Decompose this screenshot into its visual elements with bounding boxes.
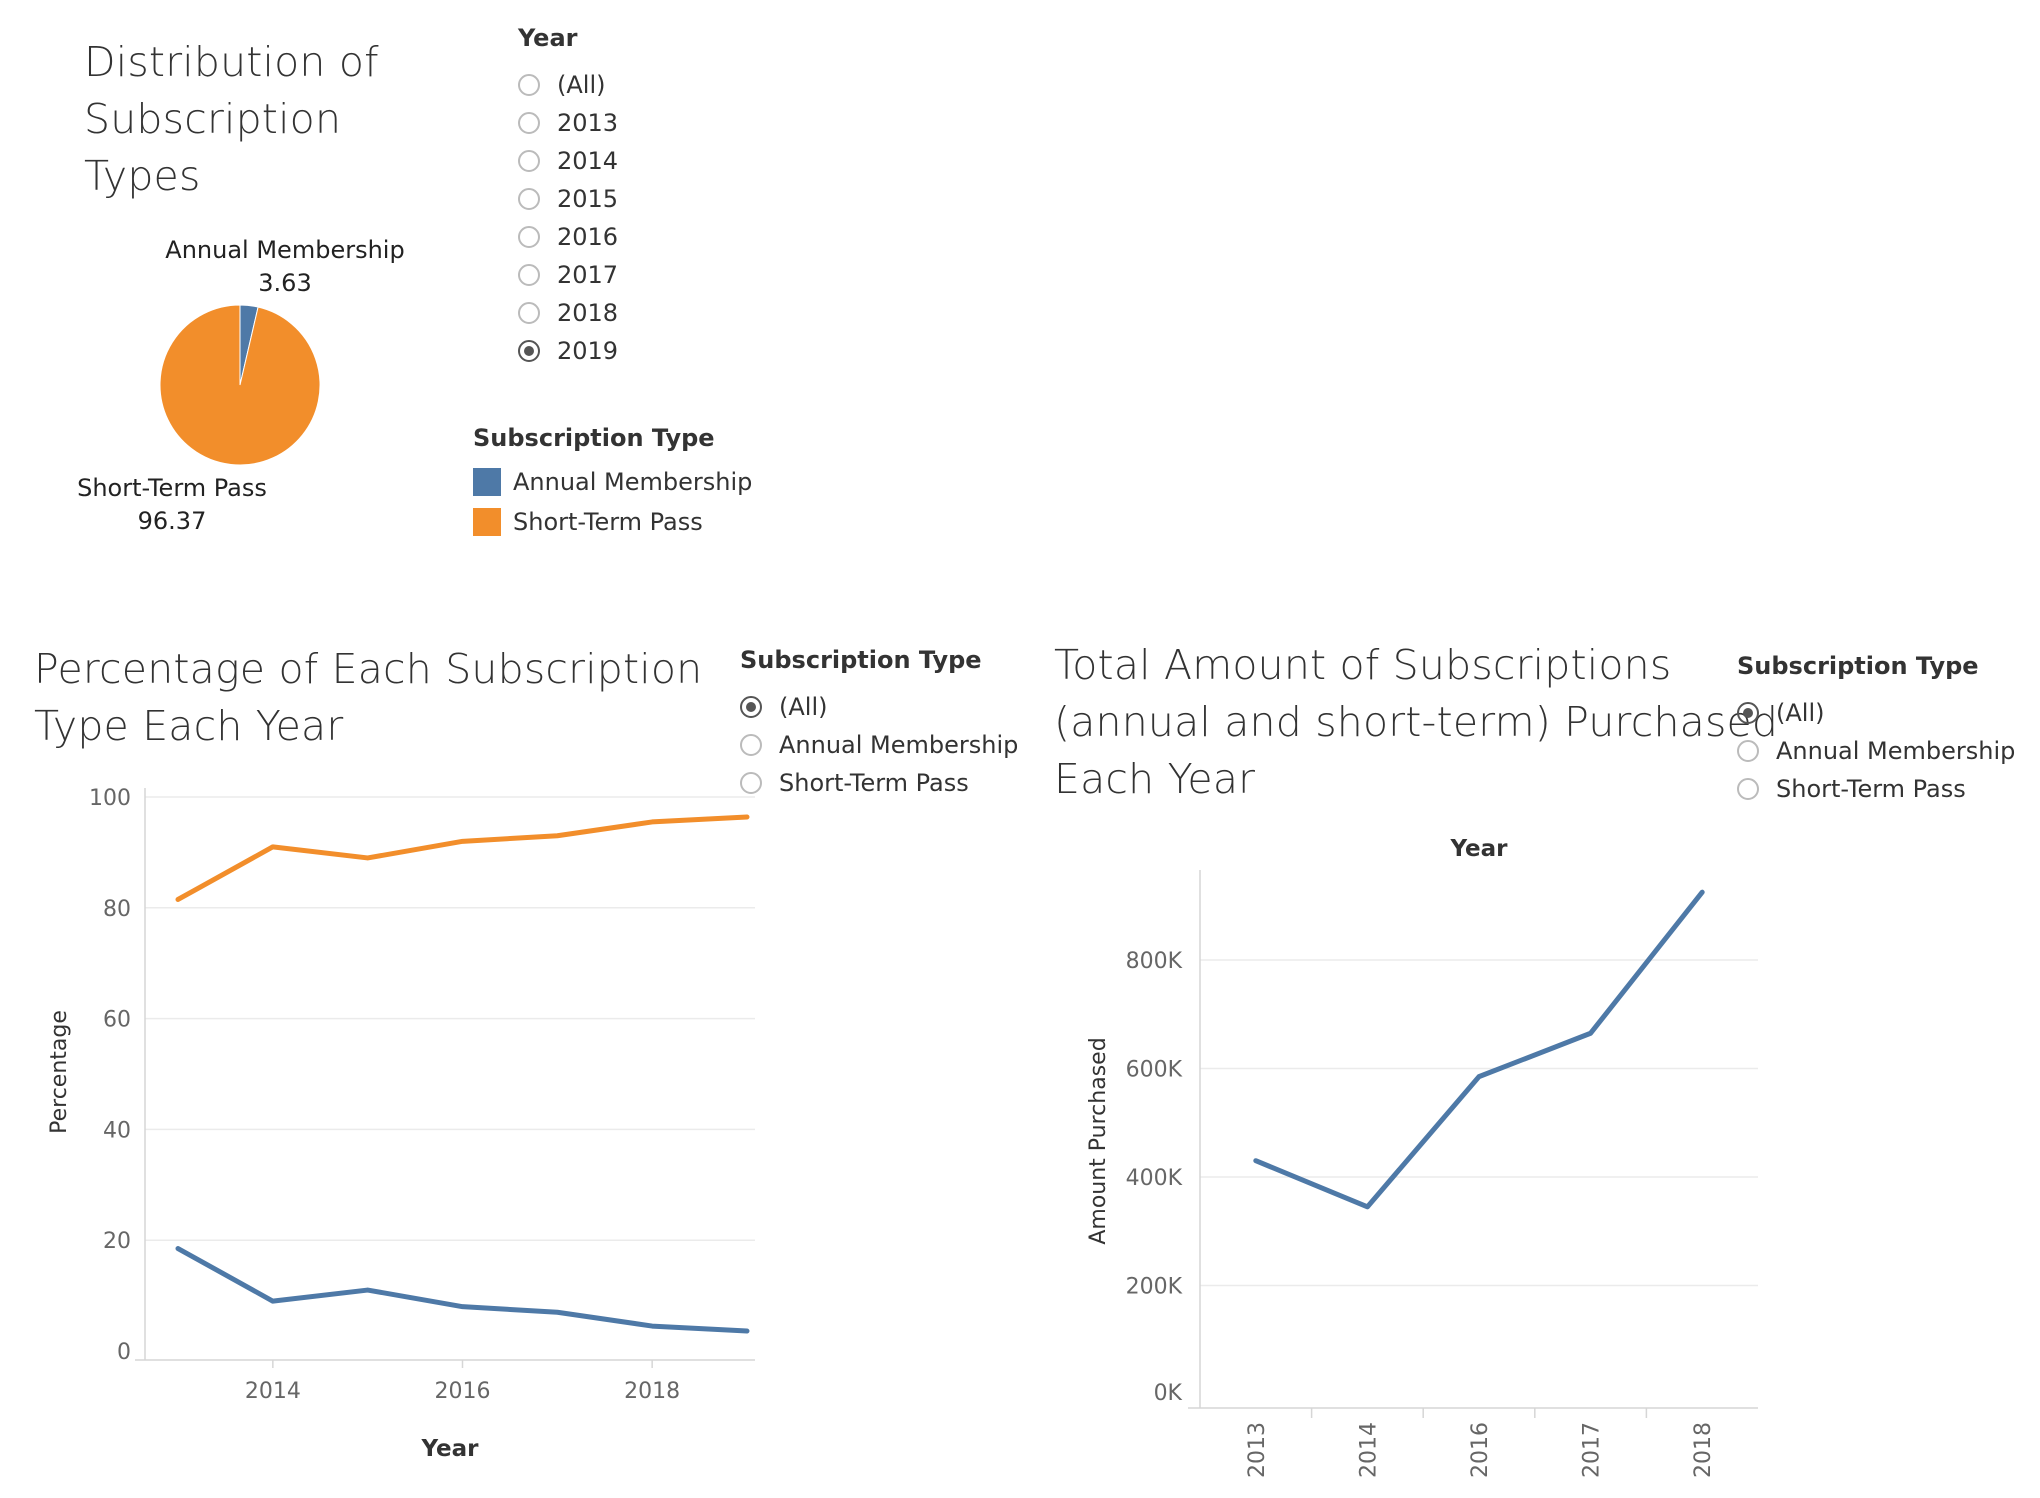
percentage-series-line-short-term-pass[interactable] — [175, 814, 750, 902]
percentage-x-tick-label: 2018 — [624, 1379, 680, 1404]
total-filter-radio[interactable] — [1737, 778, 1759, 800]
total-filter-option-short-term-pass[interactable]: Short-Term Pass — [1737, 770, 2015, 808]
legend-swatch-annual — [473, 468, 501, 496]
year-filter-option-2019[interactable]: 2019 — [518, 332, 618, 370]
year-filter-radio[interactable] — [518, 74, 540, 96]
year-filter-radio[interactable] — [518, 264, 540, 286]
year-filter: Year (All) 2013 2014 2015 2016 2017 2018 2019 — [518, 24, 618, 370]
pie-label-annual-value: 3.63 — [258, 269, 312, 297]
percentage-type-filter: Subscription Type (All) Annual Membership… — [740, 646, 1018, 802]
percentage-filter-option-label: Short-Term Pass — [779, 769, 969, 797]
year-filter-radio[interactable] — [518, 112, 540, 134]
percentage-y-tick-label: 0 — [117, 1340, 131, 1365]
year-filter-option-label: (All) — [557, 71, 606, 99]
percentage-filter-option-label: Annual Membership — [779, 731, 1019, 759]
subscription-type-legend: Subscription Type Annual Membership Shor… — [473, 424, 752, 542]
total-x-tick-label: 2013 — [1245, 1422, 1270, 1478]
year-filter-radio[interactable] — [518, 302, 540, 324]
legend-item-short-term-pass[interactable]: Short-Term Pass — [473, 502, 752, 542]
percentage-filter-title: Subscription Type — [740, 646, 982, 674]
year-filter-radio[interactable] — [518, 150, 540, 172]
total-y-tick-label: 600K — [1126, 1058, 1183, 1083]
total-y-tick-label: 400K — [1126, 1166, 1183, 1191]
total-filter-radio[interactable] — [1737, 740, 1759, 762]
total-x-axis-header: Year — [1449, 836, 1508, 862]
percentage-filter-radio[interactable] — [740, 772, 762, 794]
year-filter-option-label: 2016 — [557, 223, 619, 251]
year-filter-option-label: 2014 — [557, 147, 619, 175]
percentage-x-tick-label: 2014 — [245, 1379, 301, 1404]
total-y-axis-label: Amount Purchased — [1086, 1037, 1111, 1244]
percentage-y-axis-label: Percentage — [47, 1010, 72, 1134]
percentage-series-line-annual-membership[interactable] — [175, 1246, 750, 1334]
year-filter-option-2018[interactable]: 2018 — [518, 294, 618, 332]
pie-slice-short-term-pass[interactable] — [159, 304, 321, 466]
percentage-filter-radio[interactable] — [740, 734, 762, 756]
pie-label-short-name: Short-Term Pass — [77, 474, 267, 502]
percentage-line-chart[interactable]: 0 20 40 60 80 100 2014 2016 2018 Year Percentage — [0, 760, 780, 1480]
total-series-line[interactable] — [1253, 889, 1705, 1210]
year-filter-option-2016[interactable]: 2016 — [518, 218, 618, 256]
year-filter-option-label: 2018 — [557, 299, 619, 327]
percentage-filter-option-short-term-pass[interactable]: Short-Term Pass — [740, 764, 1018, 802]
total-chart-title: Total Amount of Subscriptions (annual an… — [1054, 641, 1779, 803]
pie-chart[interactable] — [150, 295, 330, 475]
total-y-tick-label: 800K — [1126, 949, 1183, 974]
year-filter-title: Year — [518, 24, 578, 52]
year-filter-option-label: 2019 — [557, 337, 619, 365]
total-x-tick-label: 2018 — [1691, 1422, 1716, 1478]
pie-label-annual: Annual Membership 3.63 — [150, 234, 420, 300]
year-filter-option-2014[interactable]: 2014 — [518, 142, 618, 180]
total-filter-option-all[interactable]: (All) — [1737, 694, 2015, 732]
percentage-chart-title: Percentage of Each Subscription Type Eac… — [34, 645, 703, 750]
percentage-y-tick-label: 20 — [103, 1229, 131, 1254]
total-filter-option-label: Short-Term Pass — [1776, 775, 1966, 803]
pie-label-short: Short-Term Pass 96.37 — [62, 472, 282, 538]
percentage-filter-option-all[interactable]: (All) — [740, 688, 1018, 726]
percentage-filter-option-label: (All) — [779, 693, 828, 721]
percentage-x-tick-label: 2016 — [435, 1379, 491, 1404]
pie-label-short-value: 96.37 — [137, 507, 207, 535]
percentage-x-axis-label: Year — [420, 1436, 479, 1462]
total-filter-option-label: Annual Membership — [1776, 737, 2016, 765]
total-y-tick-label: 200K — [1126, 1275, 1183, 1300]
percentage-y-tick-label: 100 — [89, 786, 131, 811]
total-filter-option-label: (All) — [1776, 699, 1825, 727]
percentage-filter-option-annual-membership[interactable]: Annual Membership — [740, 726, 1018, 764]
legend-item-annual-membership[interactable]: Annual Membership — [473, 462, 752, 502]
year-filter-option-2013[interactable]: 2013 — [518, 104, 618, 142]
pie-chart-title: Distribution of Subscription Types — [84, 38, 379, 200]
percentage-y-tick-label: 60 — [103, 1008, 131, 1033]
year-filter-option-2017[interactable]: 2017 — [518, 256, 618, 294]
total-x-tick-label: 2014 — [1356, 1422, 1381, 1478]
total-filter-radio[interactable] — [1737, 702, 1759, 724]
total-y-tick-label: 0K — [1154, 1381, 1183, 1406]
total-amount-line-chart[interactable]: Year 0K 200K 400K 600K 800K 2013 2014 2016 2017 20… — [1040, 820, 1800, 1490]
year-filter-option-label: 2015 — [557, 185, 619, 213]
legend-swatch-short — [473, 508, 501, 536]
year-filter-option-all[interactable]: (All) — [518, 66, 618, 104]
legend-title: Subscription Type — [473, 424, 715, 452]
percentage-y-tick-label: 40 — [103, 1118, 131, 1143]
pie-label-annual-name: Annual Membership — [165, 236, 405, 264]
year-filter-option-2015[interactable]: 2015 — [518, 180, 618, 218]
year-filter-option-label: 2013 — [557, 109, 619, 137]
year-filter-option-label: 2017 — [557, 261, 619, 289]
percentage-y-tick-label: 80 — [103, 897, 131, 922]
total-filter-option-annual-membership[interactable]: Annual Membership — [1737, 732, 2015, 770]
total-x-tick-label: 2017 — [1580, 1422, 1605, 1478]
year-filter-radio[interactable] — [518, 188, 540, 210]
year-filter-radio[interactable] — [518, 226, 540, 248]
percentage-filter-radio[interactable] — [740, 696, 762, 718]
total-filter-title: Subscription Type — [1737, 652, 1979, 680]
year-filter-radio[interactable] — [518, 340, 540, 362]
total-type-filter: Subscription Type (All) Annual Membership… — [1737, 652, 2015, 808]
total-x-tick-label: 2016 — [1468, 1422, 1493, 1478]
